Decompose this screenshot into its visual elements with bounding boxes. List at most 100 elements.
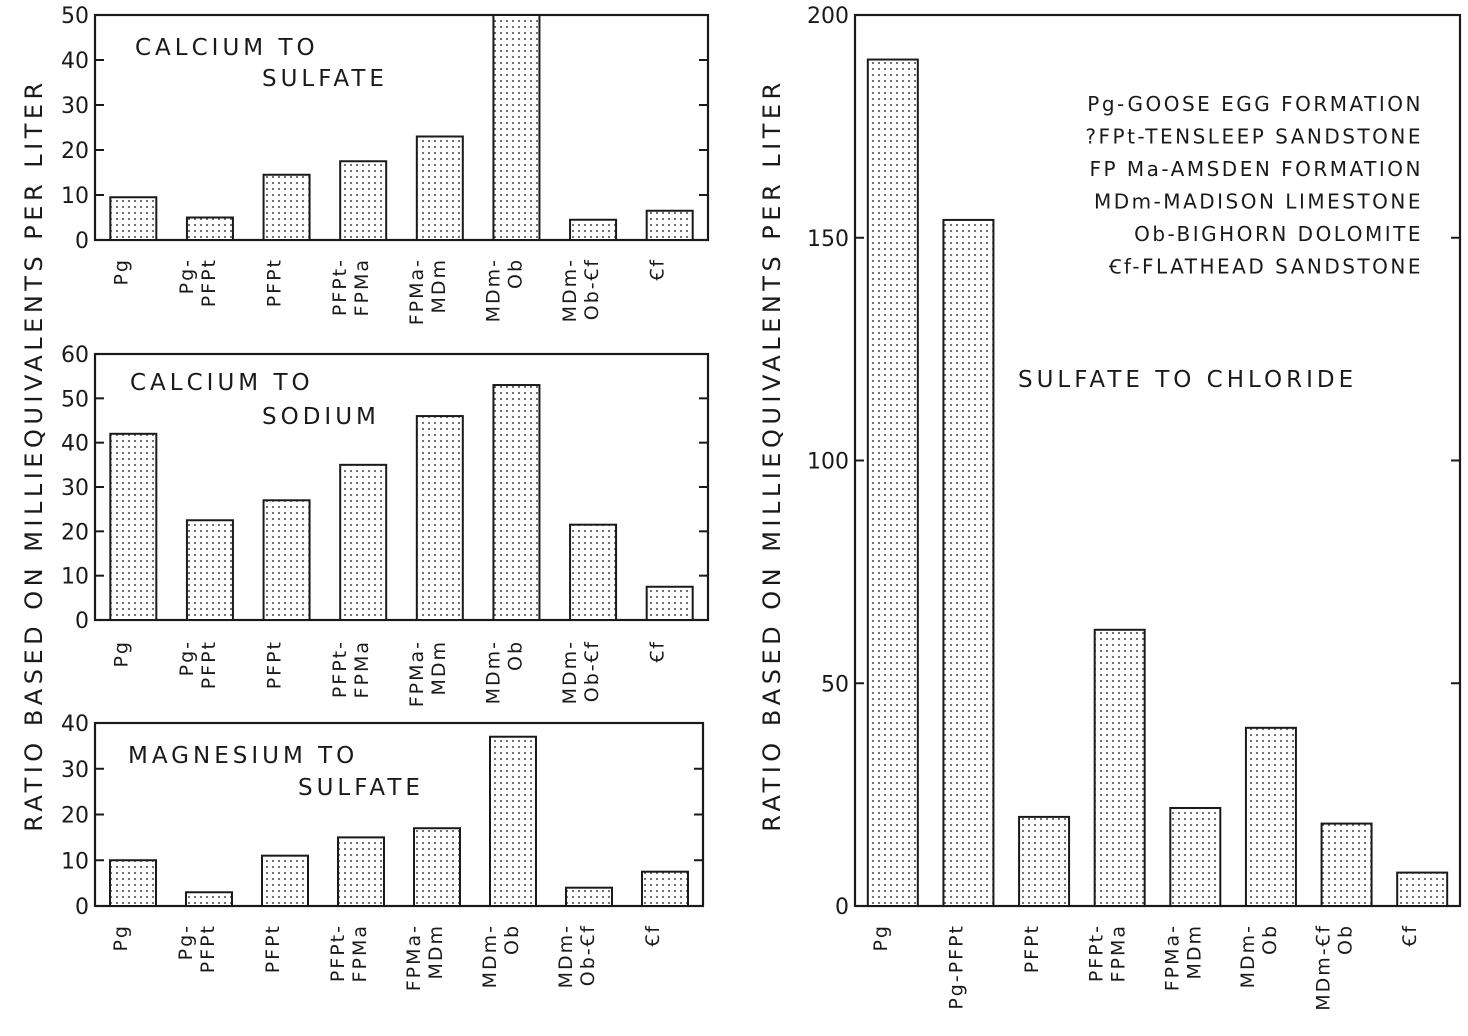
x-tick-label: PFPt bbox=[198, 640, 220, 689]
bar bbox=[1093, 628, 1146, 907]
bar bbox=[261, 854, 309, 907]
x-tick-label: PFPt bbox=[264, 640, 286, 689]
bar bbox=[415, 415, 464, 622]
x-tick-label: FPMa- bbox=[1161, 924, 1183, 991]
x-tick-label: Pg bbox=[870, 924, 892, 952]
x-tick-label: FPMa- bbox=[403, 924, 425, 991]
chart-title: MAGNESIUM TO bbox=[128, 743, 358, 769]
chart-title: CALCIUM TO bbox=[135, 35, 319, 61]
x-tick-label: MDm- bbox=[559, 258, 581, 322]
bar bbox=[337, 836, 385, 907]
y-tick-label: 40 bbox=[61, 712, 89, 737]
bar bbox=[185, 216, 234, 241]
x-tick-label: FPMa- bbox=[406, 258, 428, 325]
y-tick-label: 200 bbox=[807, 4, 849, 29]
bar bbox=[109, 432, 158, 621]
bar bbox=[866, 58, 919, 908]
y-tick-label: 0 bbox=[75, 609, 89, 634]
y-tick-label: 30 bbox=[61, 476, 89, 501]
y-tick-label: 10 bbox=[61, 849, 89, 874]
x-tick-label: MDm bbox=[428, 640, 450, 696]
x-tick-label: MDm- bbox=[482, 640, 504, 704]
y-tick-label: 100 bbox=[807, 450, 849, 475]
y-tick-label: 10 bbox=[61, 565, 89, 590]
legend-entry: Pg-GOOSE EGG FORMATION bbox=[1087, 92, 1423, 116]
plot-frame bbox=[93, 13, 710, 242]
chart-title: SODIUM bbox=[262, 404, 380, 430]
legend-entry: FP Ma-AMSDEN FORMATION bbox=[1089, 157, 1423, 181]
y-tick-label: 60 bbox=[61, 343, 89, 368]
y-tick-label: 50 bbox=[821, 672, 849, 697]
y-tick-label: 10 bbox=[61, 184, 89, 209]
y-tick-label: 40 bbox=[61, 49, 89, 74]
x-tick-label: PFPt bbox=[264, 258, 286, 307]
legend-entry: Ꞓf-FLATHEAD SANDSTONE bbox=[1108, 255, 1423, 279]
bar bbox=[569, 218, 618, 241]
legend-entry: ?FPt-TENSLEEP SANDSTONE bbox=[1085, 125, 1423, 149]
y-axis-label-left: RATIO BASED ON MILLIEQUIVALENTS PER LITE… bbox=[20, 78, 48, 831]
x-tick-label: PFPt bbox=[198, 258, 220, 307]
x-tick-label: MDm- bbox=[482, 258, 504, 322]
x-tick-label: MDm- bbox=[479, 924, 501, 988]
y-tick-label: 20 bbox=[61, 520, 89, 545]
bar bbox=[489, 735, 537, 907]
y-tick-label: 0 bbox=[835, 895, 849, 920]
x-tick-label: MDm bbox=[1183, 924, 1205, 980]
x-tick-label: MDm- bbox=[555, 924, 577, 988]
y-tick-label: 150 bbox=[807, 227, 849, 252]
x-tick-label: Ob-Ꞓf bbox=[581, 640, 603, 702]
bar bbox=[942, 218, 995, 907]
x-tick-label: Ob bbox=[501, 924, 523, 955]
y-tick-label: 30 bbox=[61, 94, 89, 119]
chart-title: CALCIUM TO bbox=[130, 370, 314, 396]
x-tick-label: PFPt bbox=[197, 924, 219, 973]
legend-entry: Ob-BIGHORN DOLOMITE bbox=[1134, 222, 1423, 246]
bar bbox=[492, 14, 541, 241]
bar bbox=[1169, 806, 1222, 907]
bar bbox=[413, 827, 461, 907]
x-tick-label: PFPt bbox=[262, 924, 284, 973]
y-tick-label: 0 bbox=[75, 895, 89, 920]
legend-entry: MDm-MADISON LIMESTONE bbox=[1094, 190, 1423, 214]
x-tick-label: Ob-Ꞓf bbox=[581, 258, 603, 320]
x-tick-label: PFPt bbox=[1021, 924, 1043, 973]
x-tick-label: Ob-Ꞓf bbox=[577, 924, 599, 986]
bar bbox=[1244, 726, 1297, 907]
x-tick-label: Ꞓf bbox=[1399, 924, 1421, 947]
bar bbox=[185, 519, 234, 621]
y-tick-label: 40 bbox=[61, 432, 89, 457]
x-tick-label: FPMa bbox=[349, 924, 371, 982]
bar bbox=[339, 160, 388, 241]
x-tick-label: Pg- bbox=[176, 258, 198, 294]
x-tick-label: MDm- bbox=[559, 640, 581, 704]
x-tick-label: Pg bbox=[110, 640, 132, 668]
x-tick-label: Ob bbox=[504, 258, 526, 289]
bar bbox=[262, 499, 311, 621]
x-tick-label: Pg- bbox=[176, 640, 198, 676]
x-tick-label: Ꞓf bbox=[647, 258, 669, 281]
bar bbox=[185, 891, 233, 908]
y-tick-label: 0 bbox=[75, 229, 89, 254]
y-tick-label: 50 bbox=[61, 387, 89, 412]
bar bbox=[1320, 822, 1373, 908]
x-tick-label: Ob bbox=[504, 640, 526, 671]
bar bbox=[492, 384, 541, 621]
x-tick-label: PFPt- bbox=[329, 640, 351, 698]
x-tick-label: Ob bbox=[1335, 924, 1357, 955]
x-tick-label: FPMa bbox=[351, 640, 373, 698]
bar bbox=[645, 585, 694, 621]
bar bbox=[262, 173, 311, 241]
chart-title: SULFATE TO CHLORIDE bbox=[1018, 367, 1357, 393]
x-tick-label: MDm bbox=[425, 924, 447, 980]
x-tick-label: Ob bbox=[1259, 924, 1281, 955]
x-tick-label: Pg- bbox=[175, 924, 197, 960]
x-tick-label: MDm-Ꞓf bbox=[1313, 924, 1335, 1011]
bar bbox=[1018, 815, 1071, 908]
y-tick-label: 30 bbox=[61, 758, 89, 783]
bar bbox=[641, 870, 689, 907]
y-tick-label: 20 bbox=[61, 139, 89, 164]
